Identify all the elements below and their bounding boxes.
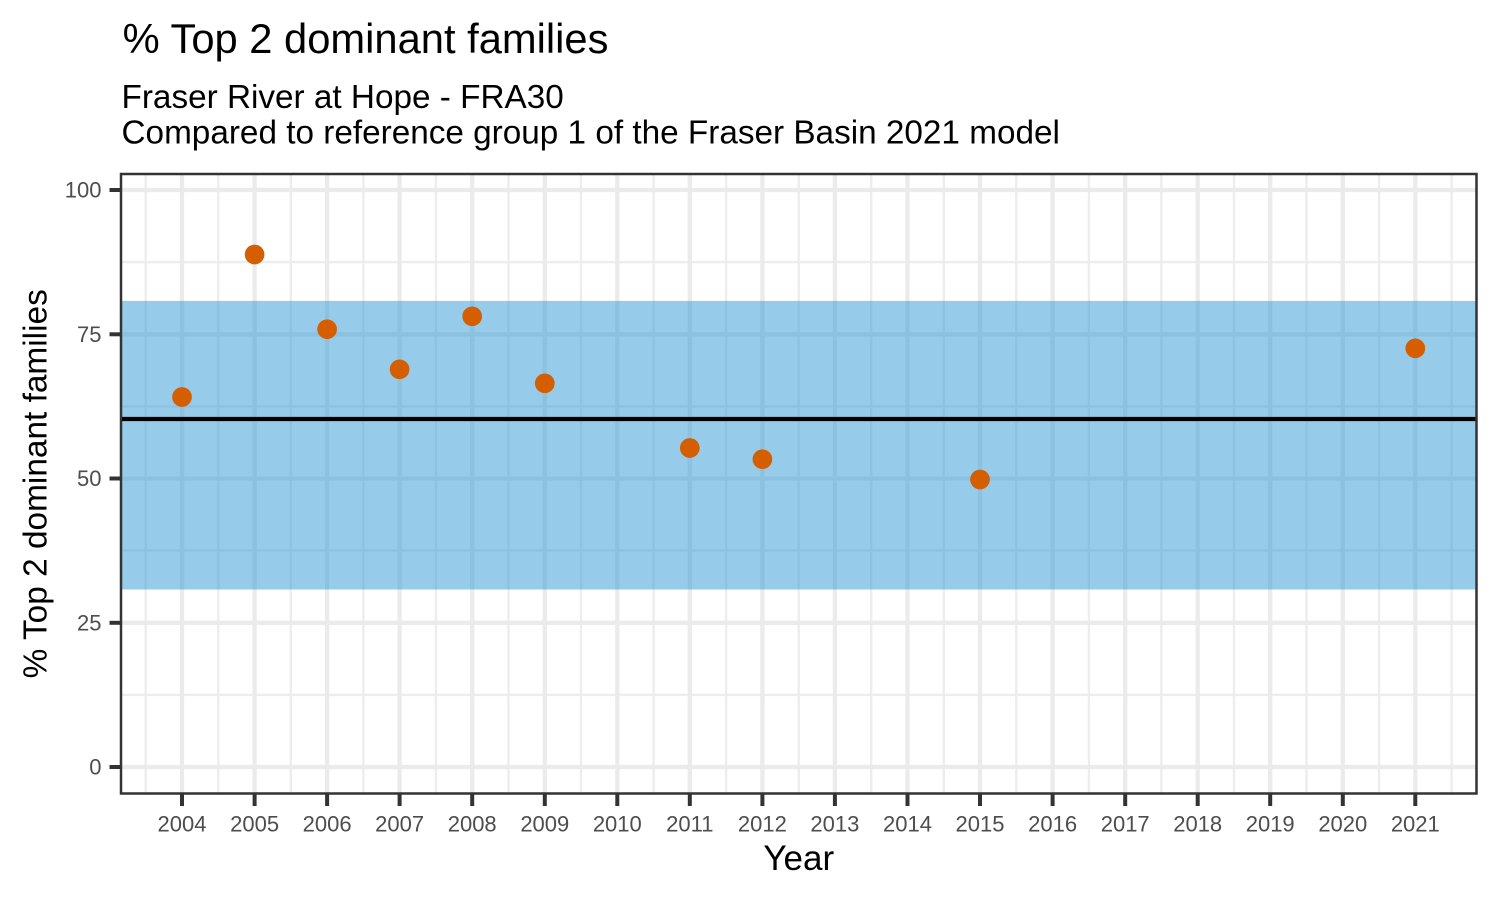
svg-text:2021: 2021 <box>1391 812 1440 837</box>
svg-text:2007: 2007 <box>375 812 424 837</box>
svg-text:25: 25 <box>77 610 101 635</box>
svg-text:Fraser River at Hope - FRA30: Fraser River at Hope - FRA30 <box>122 79 564 116</box>
svg-text:2018: 2018 <box>1173 812 1222 837</box>
svg-text:Year: Year <box>763 839 834 878</box>
svg-text:2019: 2019 <box>1246 812 1295 837</box>
svg-text:0: 0 <box>89 755 101 780</box>
svg-text:2014: 2014 <box>883 812 932 837</box>
svg-text:75: 75 <box>77 322 101 347</box>
svg-text:2013: 2013 <box>810 812 859 837</box>
svg-text:2006: 2006 <box>303 812 352 837</box>
svg-text:2015: 2015 <box>956 812 1005 837</box>
svg-text:100: 100 <box>65 178 102 203</box>
svg-text:2010: 2010 <box>593 812 642 837</box>
svg-text:2020: 2020 <box>1318 812 1367 837</box>
svg-text:2009: 2009 <box>520 812 569 837</box>
svg-text:2012: 2012 <box>738 812 787 837</box>
svg-text:2011: 2011 <box>666 812 713 837</box>
svg-text:% Top 2 dominant families: % Top 2 dominant families <box>123 15 609 62</box>
svg-text:50: 50 <box>77 466 101 491</box>
svg-text:Compared to reference group 1: Compared to reference group 1 of the Fra… <box>122 114 1060 151</box>
svg-text:2008: 2008 <box>448 812 497 837</box>
svg-text:2005: 2005 <box>230 812 279 837</box>
svg-text:2017: 2017 <box>1101 812 1150 837</box>
svg-text:% Top 2 dominant families: % Top 2 dominant families <box>18 289 55 678</box>
svg-text:2016: 2016 <box>1028 812 1077 837</box>
svg-text:2004: 2004 <box>158 812 207 837</box>
